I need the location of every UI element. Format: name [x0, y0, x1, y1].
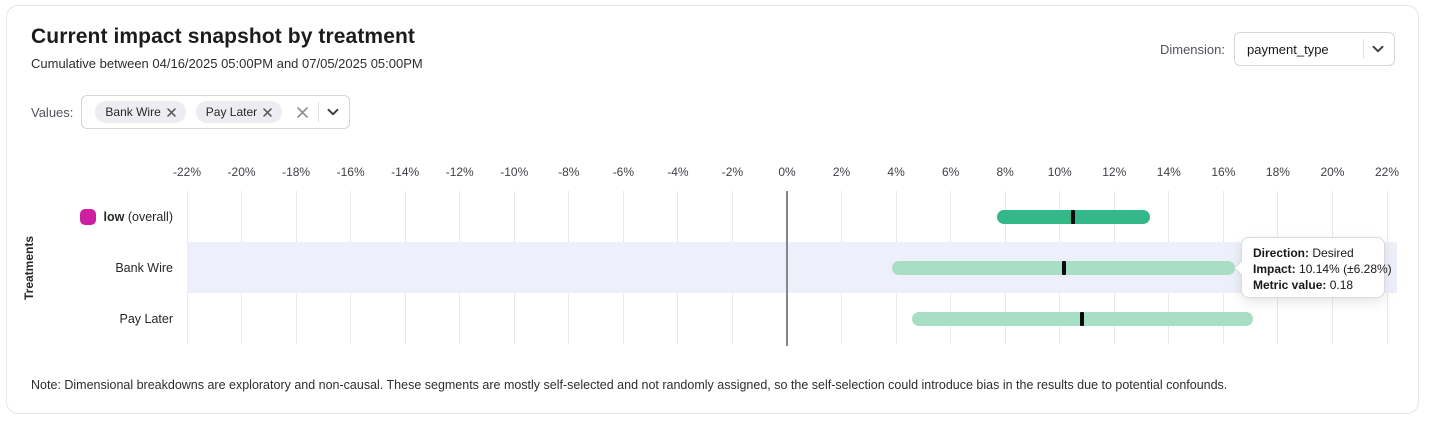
dimension-selected-value: payment_type [1247, 41, 1329, 57]
x-axis-tick-label: -22% [172, 165, 202, 179]
x-axis-tick-label: -16% [336, 165, 365, 179]
bar-tooltip: Direction: Desired Impact: 10.14% (±6.28… [1233, 237, 1392, 298]
dimension-select[interactable]: payment_type [1234, 32, 1395, 66]
clear-values-icon[interactable] [295, 105, 310, 120]
impact-range-chart: Treatments -22% -20% -18% -16% -14% -12% -10% -… [7, 156, 1418, 356]
divider [1363, 39, 1364, 59]
treatment-row-label-text: low (overall) [103, 209, 173, 224]
chevron-down-icon [1372, 45, 1384, 53]
note-text: Note: Dimensional breakdowns are explora… [31, 378, 1228, 392]
dimension-label: Dimension: [1159, 41, 1225, 57]
zero-axis-line [786, 191, 788, 346]
x-axis-tick-label: 10% [1047, 165, 1072, 179]
x-axis-tick-label: -18% [282, 165, 311, 179]
treatment-row-label: Bank Wire [7, 242, 173, 293]
values-multiselect[interactable]: Bank Wire Pay Later [81, 95, 351, 129]
x-axis-tick-label: 8% [996, 165, 1014, 179]
values-filter-row: Values: Bank Wire Pay Later [31, 95, 351, 129]
tooltip-direction: Direction: Desired [1253, 246, 1354, 260]
x-axis-tick-label: 2% [832, 165, 851, 179]
x-axis-tick-label: 18% [1265, 165, 1290, 179]
dimension-control: Dimension: payment_type [1160, 32, 1395, 66]
impact-center-marker [1071, 209, 1076, 224]
x-axis-tick-label: 12% [1102, 165, 1127, 179]
tooltip-impact: Impact: 10.14% (±6.28%) [1253, 262, 1392, 276]
legend-swatch [79, 208, 96, 225]
remove-chip-icon[interactable] [263, 107, 272, 117]
x-axis-tick-label: 16% [1211, 165, 1236, 179]
x-axis-tick-label: -6% [612, 165, 635, 179]
value-chip-label: Pay Later [205, 105, 258, 119]
value-chip-pay-later[interactable]: Pay Later [195, 101, 283, 123]
page-title: Current impact snapshot by treatment [31, 25, 415, 48]
date-range-subtitle: Cumulative between 04/16/2025 05:00PM an… [31, 56, 423, 71]
impact-center-marker [1079, 311, 1084, 326]
remove-chip-icon[interactable] [167, 107, 176, 117]
x-axis-tick-label: 14% [1156, 165, 1181, 179]
x-axis-tick-label: 20% [1320, 165, 1345, 179]
value-chip-label: Bank Wire [105, 105, 161, 119]
x-axis-tick-label: 4% [887, 165, 905, 179]
x-axis-tick-label: -8% [558, 165, 580, 179]
x-axis-tick-label: -4% [667, 165, 689, 179]
selected-values-chips: Bank Wire Pay Later [95, 101, 295, 123]
tooltip-metric-value: Metric value: 0.18 [1253, 278, 1354, 292]
x-axis-tick-label: -14% [391, 165, 420, 179]
treatment-row-label: Pay Later [7, 293, 173, 344]
treatment-row-label: low (overall) [7, 191, 173, 242]
x-axis-tick-label: -10% [500, 165, 529, 179]
x-axis-tick-label: -2% [721, 165, 744, 179]
treatment-row-label-text: Bank Wire [115, 260, 173, 275]
value-chip-bank-wire[interactable]: Bank Wire [95, 101, 186, 123]
values-label: Values: [31, 104, 74, 120]
chevron-down-icon[interactable] [327, 108, 339, 116]
x-axis-tick-label: -20% [227, 165, 256, 179]
x-axis-tick-label: 0% [778, 165, 796, 179]
impact-snapshot-card: Current impact snapshot by treatment Cum… [6, 5, 1419, 414]
treatment-row-label-text: Pay Later [119, 311, 173, 326]
x-axis-tick-label: 22% [1374, 165, 1400, 179]
divider [318, 102, 320, 122]
impact-center-marker [1061, 260, 1066, 275]
x-axis-tick-label: 6% [941, 165, 960, 179]
x-axis-tick-label: -12% [445, 165, 474, 179]
